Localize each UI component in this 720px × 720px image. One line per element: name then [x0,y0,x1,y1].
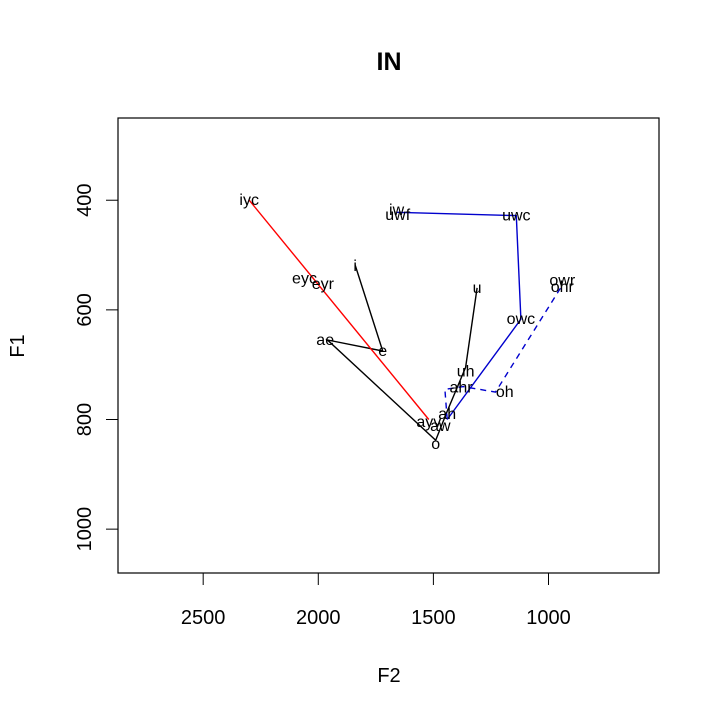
y-tick-label-600: 600 [74,293,96,326]
point-label-ahr: ahr [449,380,473,397]
series-line-3 [444,284,563,420]
point-label-owc: owc [507,311,535,328]
chart-title: IN [377,48,402,76]
point-label-iw: iw [389,202,405,219]
point-label-i: i [353,258,357,275]
x-tick-label-2500: 2500 [181,607,226,629]
point-label-uh: uh [457,363,475,380]
point-label-uwf: uwf [385,207,410,224]
point-label-u: u [473,280,482,297]
y-axis-title: F1 [7,334,29,357]
series-line-0 [325,264,478,442]
point-label-eyc: eyc [292,271,317,288]
point-label-eyr: eyr [312,276,335,293]
series-line-1 [248,199,430,420]
series-line-2 [396,211,522,420]
point-label-owr: owr [549,272,575,289]
point-label-oh: oh [496,384,514,401]
y-tick-label-400: 400 [74,184,96,217]
point-label-ah: ah [438,406,456,423]
point-label-uwc: uwc [502,208,530,225]
y-axis: 400 600 800 1000 [74,184,119,552]
x-axis: 2500 2000 1500 1000 [181,572,571,629]
point-label-o: o [431,436,440,453]
point-label-ae: ae [316,332,334,349]
x-tick-label-1500: 1500 [411,607,456,629]
x-tick-label-1000: 1000 [526,607,571,629]
point-label-aw: aw [430,418,451,435]
series-lines [248,199,563,442]
point-label-iyc: iyc [239,192,259,209]
y-tick-label-1000: 1000 [74,507,96,552]
point-label-ayv: ayv [416,414,441,431]
x-axis-title: F2 [377,665,400,687]
point-label-e: e [378,343,387,360]
y-tick-label-800: 800 [74,403,96,436]
point-label-ohr: ohr [551,279,575,296]
x-tick-label-2000: 2000 [296,607,341,629]
